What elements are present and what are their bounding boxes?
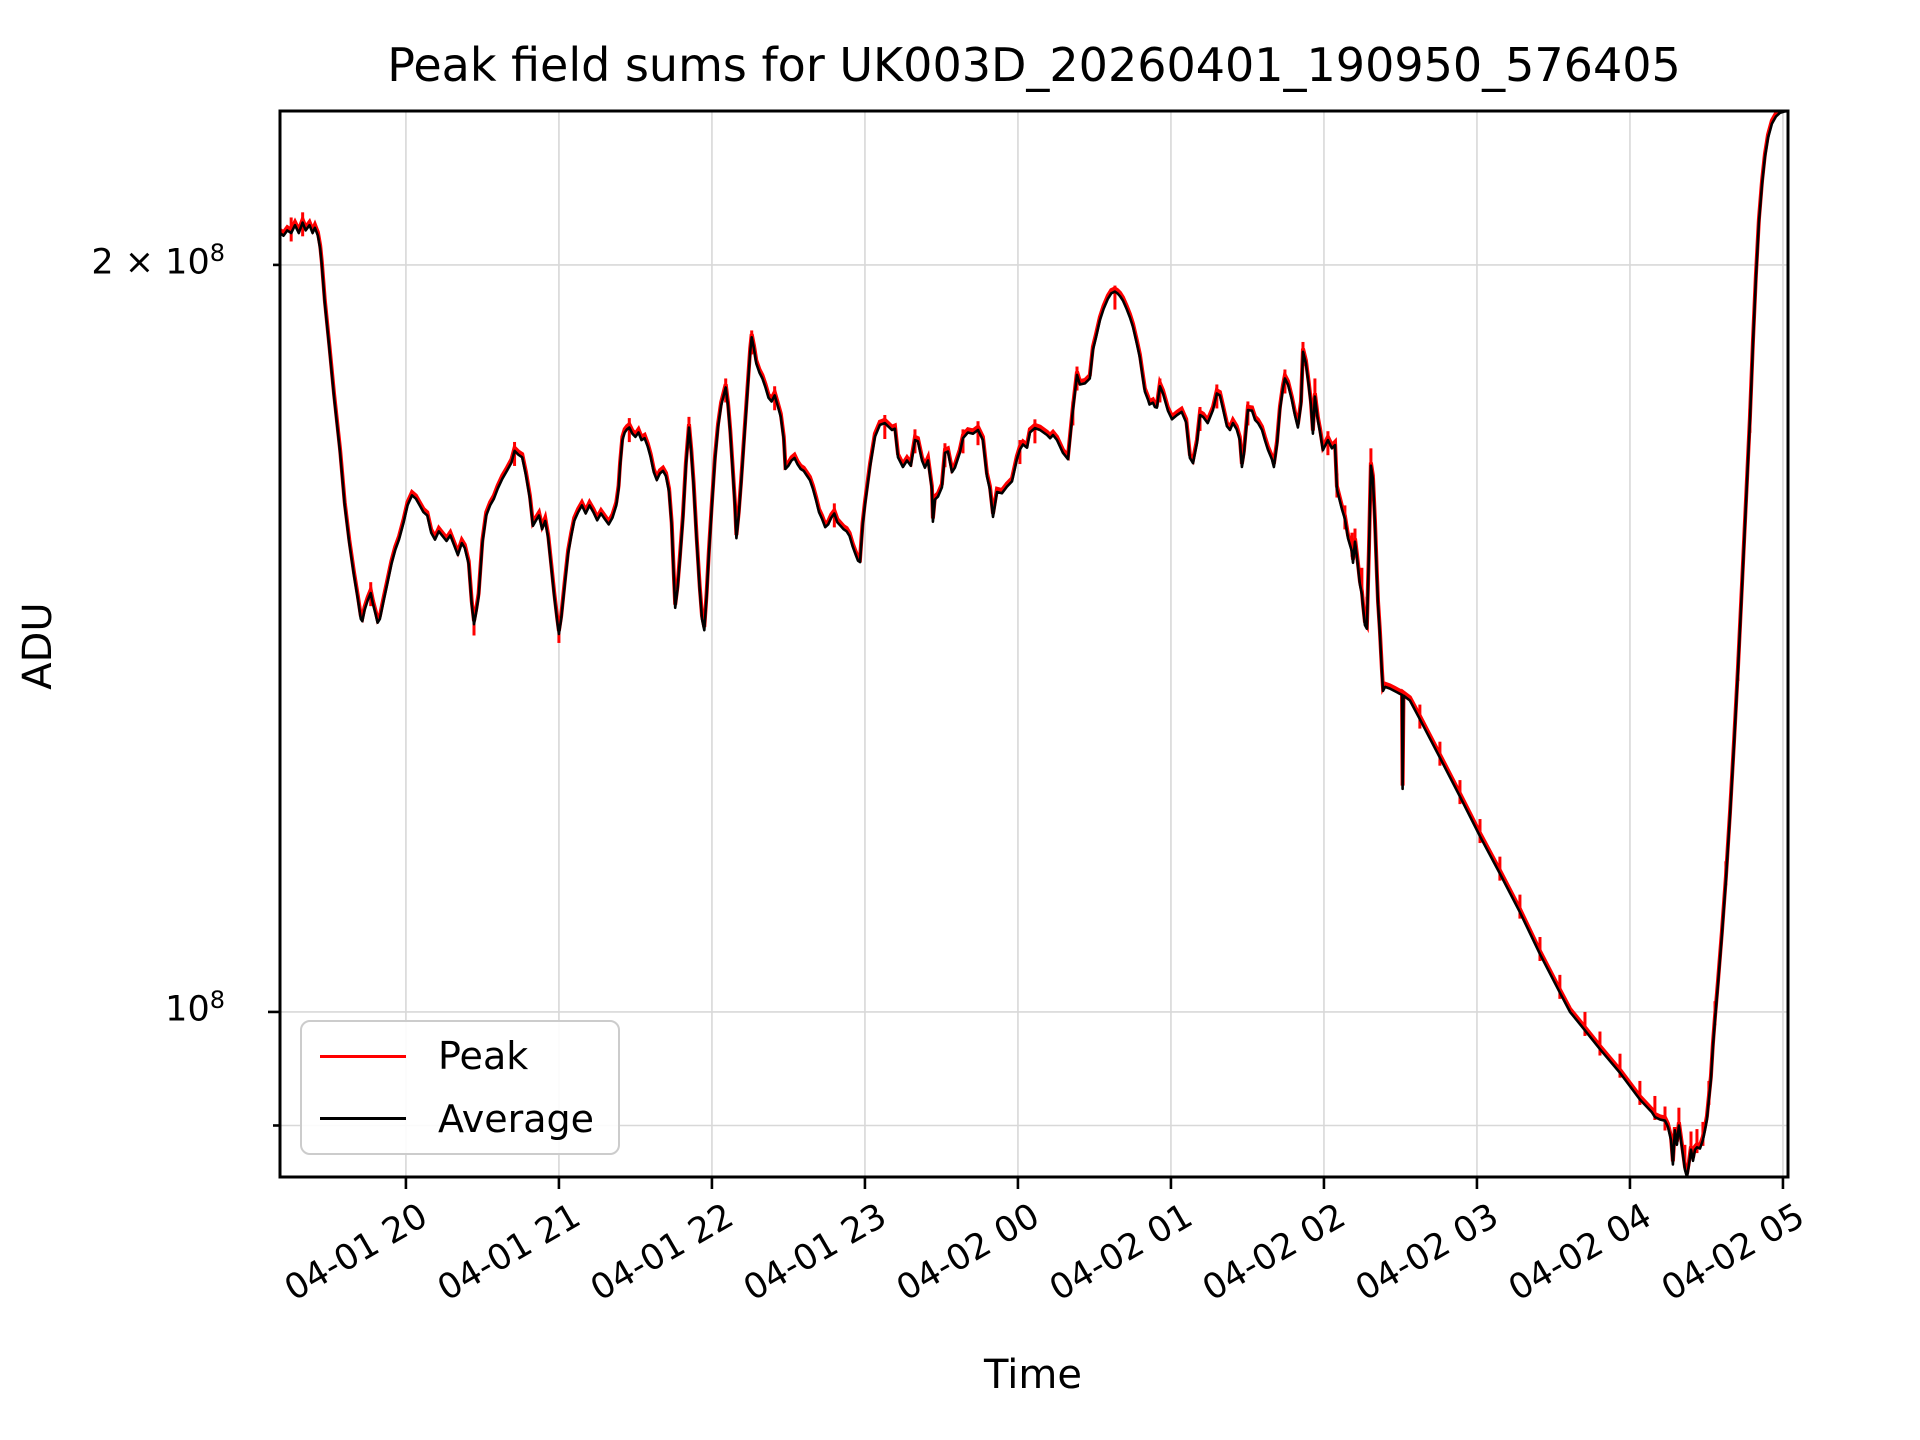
legend-entry-peak: Peak: [302, 1028, 618, 1084]
legend-label-average: Average: [438, 1096, 595, 1141]
series-average-line: [281, 112, 1787, 1176]
series-peak-line: [281, 112, 1781, 1175]
y-tick-label: 2 × 108: [91, 238, 225, 283]
chart-title: Peak field sums for UK003D_20260401_1909…: [387, 38, 1681, 92]
legend-label-peak: Peak: [438, 1034, 529, 1079]
x-axis-label: Time: [984, 1352, 1082, 1398]
legend: Peak Average: [300, 1020, 620, 1155]
peak-line-sample: [320, 1054, 406, 1058]
y-tick-label: 108: [165, 985, 225, 1030]
y-axis-label: ADU: [15, 602, 61, 690]
legend-entry-average: Average: [302, 1091, 618, 1147]
axes-frame: [278, 109, 1790, 1179]
average-line-sample: [320, 1117, 406, 1121]
